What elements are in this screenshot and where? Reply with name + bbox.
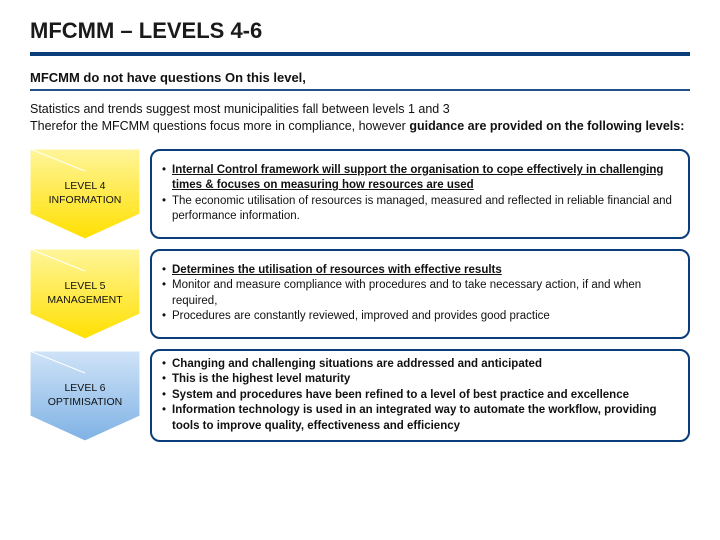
page-title: MFCMM – LEVELS 4-6 (30, 18, 690, 44)
level-bullets-box: Internal Control framework will support … (150, 149, 690, 239)
intro-line1: Statistics and trends suggest most munic… (30, 102, 450, 116)
level-chevron-label: LEVEL 4INFORMATION (30, 167, 140, 221)
level-name: INFORMATION (49, 194, 122, 208)
level-bullets: Internal Control framework will support … (162, 163, 678, 225)
level-number: LEVEL 4 (64, 180, 105, 194)
subheading: MFCMM do not have questions On this leve… (30, 70, 690, 85)
intro-line2a: Therefor the MFCMM questions focus more … (30, 119, 409, 133)
level-bullets-box: Changing and challenging situations are … (150, 349, 690, 443)
level-chevron-label: LEVEL 5MANAGEMENT (30, 267, 140, 321)
title-rule (30, 52, 690, 56)
level-chevron-label: LEVEL 6OPTIMISATION (30, 369, 140, 423)
level-bullets: Changing and challenging situations are … (162, 357, 678, 435)
level-name: MANAGEMENT (47, 294, 122, 308)
bullet-item: Internal Control framework will support … (162, 163, 678, 194)
bullet-item: Procedures are constantly reviewed, impr… (162, 309, 678, 325)
level-chevron: LEVEL 5MANAGEMENT (30, 249, 140, 339)
bullet-item: Determines the utilisation of resources … (162, 263, 678, 279)
level-bullets-box: Determines the utilisation of resources … (150, 249, 690, 339)
level-row: LEVEL 5MANAGEMENT Determines the utilisat… (30, 249, 690, 339)
bullet-item: The economic utilisation of resources is… (162, 194, 678, 225)
bullet-item: Changing and challenging situations are … (162, 357, 678, 373)
level-number: LEVEL 5 (64, 280, 105, 294)
bullet-item: Information technology is used in an int… (162, 403, 678, 434)
intro-text: Statistics and trends suggest most munic… (30, 101, 690, 135)
level-row: LEVEL 4INFORMATION Internal Control frame… (30, 149, 690, 239)
level-chevron: LEVEL 4INFORMATION (30, 149, 140, 239)
levels-container: LEVEL 4INFORMATION Internal Control frame… (30, 149, 690, 443)
bullet-item: System and procedures have been refined … (162, 388, 678, 404)
bullet-item: This is the highest level maturity (162, 372, 678, 388)
level-bullets: Determines the utilisation of resources … (162, 263, 678, 325)
level-number: LEVEL 6 (64, 382, 105, 396)
level-row: LEVEL 6OPTIMISATION Changing and challeng… (30, 349, 690, 443)
bullet-item: Monitor and measure compliance with proc… (162, 278, 678, 309)
sub-rule (30, 89, 690, 91)
intro-line2b: guidance are provided on the following l… (409, 119, 684, 133)
level-chevron: LEVEL 6OPTIMISATION (30, 349, 140, 443)
level-name: OPTIMISATION (48, 396, 122, 410)
